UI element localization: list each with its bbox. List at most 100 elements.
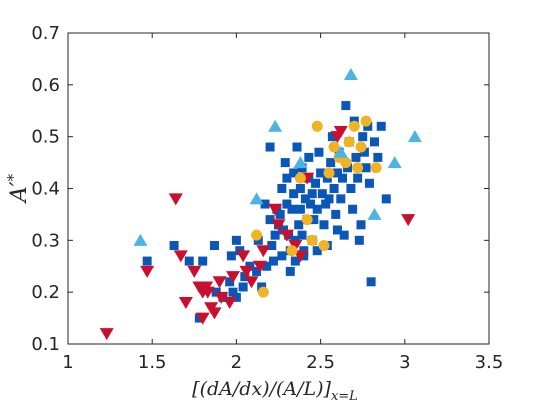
axes	[67, 32, 490, 345]
x-tick-label: 3	[399, 352, 410, 373]
square-marker	[285, 266, 295, 276]
square-marker	[184, 256, 194, 266]
square-marker	[346, 184, 356, 193]
y-tick-label: 0.5	[31, 127, 60, 148]
square-marker	[331, 209, 341, 219]
triangle-down-marker	[178, 297, 193, 310]
x-axis-label: [(dA/dx)/(A/L)]x=L	[192, 378, 358, 404]
circle-marker	[343, 136, 355, 148]
square-marker	[289, 168, 299, 178]
square-marker	[226, 251, 236, 261]
square-marker	[324, 194, 334, 204]
triangle-up-marker	[268, 119, 283, 132]
x-tick-label: 1.5	[138, 352, 167, 373]
square-marker	[337, 173, 347, 183]
triangle-down-marker	[256, 245, 271, 258]
triangle-down-marker	[200, 286, 215, 299]
triangle-down-marker	[244, 276, 259, 289]
circle-marker	[301, 214, 313, 226]
circle-marker	[318, 240, 330, 252]
square-marker	[332, 225, 342, 235]
triangle-up-marker	[387, 156, 402, 169]
square-marker	[361, 163, 371, 173]
circle-marker	[340, 157, 352, 169]
square-marker	[376, 121, 386, 131]
square-marker	[359, 147, 369, 157]
triangle-down-marker	[195, 312, 210, 325]
y-axis-label: A′*	[4, 173, 32, 204]
square-marker	[358, 132, 368, 142]
square-marker	[332, 168, 342, 178]
x-tick-label: 3.5	[475, 352, 504, 373]
square-marker	[275, 209, 285, 219]
circle-marker	[348, 120, 360, 132]
circle-marker	[360, 115, 372, 127]
svg-text:[(dA/dx)/(A/L)]x=L: [(dA/dx)/(A/L)]x=L	[192, 378, 358, 404]
square-marker	[312, 204, 322, 214]
square-marker	[282, 173, 292, 183]
triangle-down-marker	[401, 214, 416, 227]
square-marker	[356, 220, 366, 230]
triangle-up-marker	[333, 145, 348, 158]
square-marker	[304, 152, 314, 162]
square-marker	[287, 204, 297, 214]
triangle-down-marker	[333, 125, 348, 138]
square-marker	[238, 282, 248, 292]
triangle-down-marker	[140, 265, 155, 278]
square-marker	[329, 184, 339, 193]
triangle-up-marker	[343, 67, 358, 80]
triangle-down-marker	[168, 193, 183, 206]
square-marker	[225, 277, 235, 287]
circle-marker	[311, 120, 323, 132]
y-tick-labels: 0.1 0.2 0.3 0.4 0.5 0.6 0.7	[31, 23, 60, 355]
triangle-down-marker	[236, 250, 251, 263]
square-marker	[270, 230, 280, 240]
square-marker	[314, 147, 324, 157]
triangle-down-marker	[239, 265, 254, 278]
triangle-down-marker	[173, 250, 188, 263]
circle-marker	[328, 141, 340, 153]
y-tick-label: 0.6	[31, 75, 60, 96]
circle-marker	[286, 245, 298, 257]
square-marker	[309, 215, 319, 225]
square-marker	[317, 189, 327, 199]
triangle-down-marker	[207, 307, 222, 320]
triangle-down-marker	[288, 240, 303, 253]
square-marker	[231, 235, 241, 245]
circle-marker	[355, 141, 367, 153]
y-tick-label: 0.7	[31, 23, 60, 44]
square-marker	[295, 204, 305, 214]
y-tick-label: 0.1	[31, 334, 60, 355]
triangle-down-marker	[268, 203, 283, 216]
square-marker	[262, 261, 272, 271]
circle-marker	[251, 229, 263, 241]
square-marker	[265, 215, 275, 225]
square-marker	[290, 256, 300, 266]
square-marker	[277, 251, 287, 261]
triangle-up-marker	[367, 207, 382, 220]
square-marker	[311, 178, 321, 188]
square-marker	[277, 184, 287, 193]
square-marker	[326, 158, 336, 168]
triangle-down-marker	[252, 260, 267, 273]
circle-marker	[306, 234, 318, 246]
square-marker	[341, 101, 351, 111]
circle-marker	[370, 162, 382, 174]
square-marker	[354, 235, 364, 245]
y-tick-label: 0.3	[31, 230, 60, 251]
square-marker	[321, 199, 331, 209]
square-marker	[364, 178, 374, 188]
square-marker	[348, 204, 358, 214]
square-marker	[339, 230, 349, 240]
square-marker	[327, 132, 337, 142]
circle-marker	[323, 167, 335, 179]
triangle-down-marker	[222, 297, 237, 310]
square-marker	[381, 194, 391, 204]
square-marker	[169, 241, 179, 251]
square-marker	[336, 194, 346, 204]
square-marker	[228, 287, 238, 297]
square-marker	[282, 199, 292, 209]
triangle-down-marker	[279, 229, 294, 242]
square-marker	[369, 137, 379, 147]
